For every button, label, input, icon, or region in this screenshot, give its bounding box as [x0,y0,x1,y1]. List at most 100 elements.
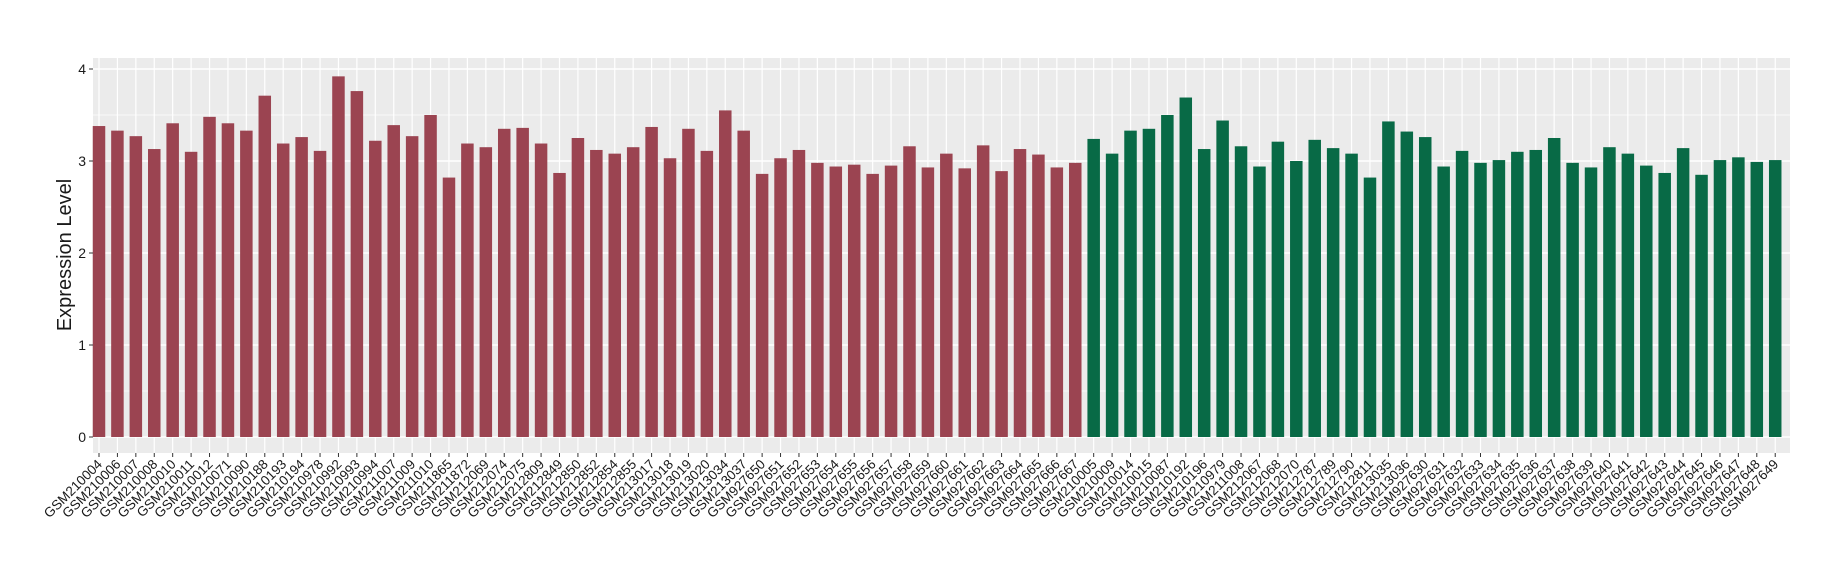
bar [1363,177,1377,437]
bar [479,147,493,437]
bar [1492,160,1506,437]
bar [958,168,971,438]
bar [1455,150,1469,437]
bar [884,165,898,437]
bar [866,173,879,437]
bar [700,150,714,437]
bar [1271,141,1285,437]
bar [1750,161,1764,438]
bar [1547,138,1561,437]
bar [1584,167,1598,437]
bar [590,149,603,437]
bar [461,143,474,437]
bar [1069,162,1082,437]
bar [608,153,622,437]
bar [1732,157,1745,437]
bar [1308,139,1321,437]
bar [1676,148,1690,437]
bar [1382,121,1395,437]
bar [1105,153,1119,437]
bar [276,143,290,437]
bar [295,137,308,437]
bar [940,153,953,437]
bar [203,116,216,437]
bar [847,164,861,437]
bar [903,146,916,437]
y-axis-label: Expression Level [54,179,76,331]
bar [1640,165,1653,437]
bar [1603,147,1616,437]
bar [1768,160,1782,437]
bar [516,127,529,437]
bar [369,140,382,437]
bar [645,126,658,438]
bar [774,158,787,438]
bar [1234,146,1248,437]
y-tick-label: 2 [78,245,86,261]
bar [92,126,106,437]
bar [829,166,843,437]
bar [313,150,327,437]
bar [553,172,566,437]
bar [1511,151,1524,438]
bar [387,125,400,438]
bar [1290,161,1303,437]
bar [1713,160,1727,437]
bar [976,145,990,438]
bar [1621,153,1635,437]
bar [1695,174,1708,438]
bar [1179,97,1193,438]
bar [921,167,935,437]
bar [424,115,437,437]
bar [719,110,732,438]
bar [258,95,272,438]
bar [184,151,198,438]
bar [1142,128,1156,438]
bar [1529,149,1543,437]
y-tick-label: 1 [78,337,86,353]
bar [811,162,824,437]
bar [737,130,750,437]
bar [442,177,456,437]
bar [792,149,806,437]
bar [1566,162,1579,437]
bar [497,128,511,438]
bar [111,130,124,437]
bar [571,138,585,437]
bar [1050,167,1064,437]
bar [1400,131,1414,437]
bar [626,147,640,437]
bar [1032,154,1045,437]
bar [1161,115,1174,437]
bar [663,158,677,438]
bar [221,123,235,437]
bar [682,128,695,438]
bar [995,171,1008,437]
bar [534,143,548,437]
bars [92,76,1782,438]
bar [1216,120,1229,438]
bar [1326,148,1340,437]
bar [1087,138,1100,438]
bar [1345,153,1358,437]
y-tick-label: 3 [78,153,86,169]
y-tick-label: 4 [78,61,86,77]
bar [405,136,419,437]
bar [240,130,253,437]
bar [1418,137,1432,437]
bar [1474,162,1487,437]
bar [1013,149,1027,438]
bar [1437,166,1450,437]
bar [350,91,364,437]
bar [148,149,161,438]
bar [166,123,179,437]
bar [1658,172,1671,437]
bar [755,173,769,437]
y-tick-label: 0 [78,429,86,445]
bar [129,136,143,437]
bar [1197,149,1211,438]
axes: 01234GSM210004GSM210006GSM210007GSM21000… [41,61,1781,521]
bar [1253,166,1266,437]
